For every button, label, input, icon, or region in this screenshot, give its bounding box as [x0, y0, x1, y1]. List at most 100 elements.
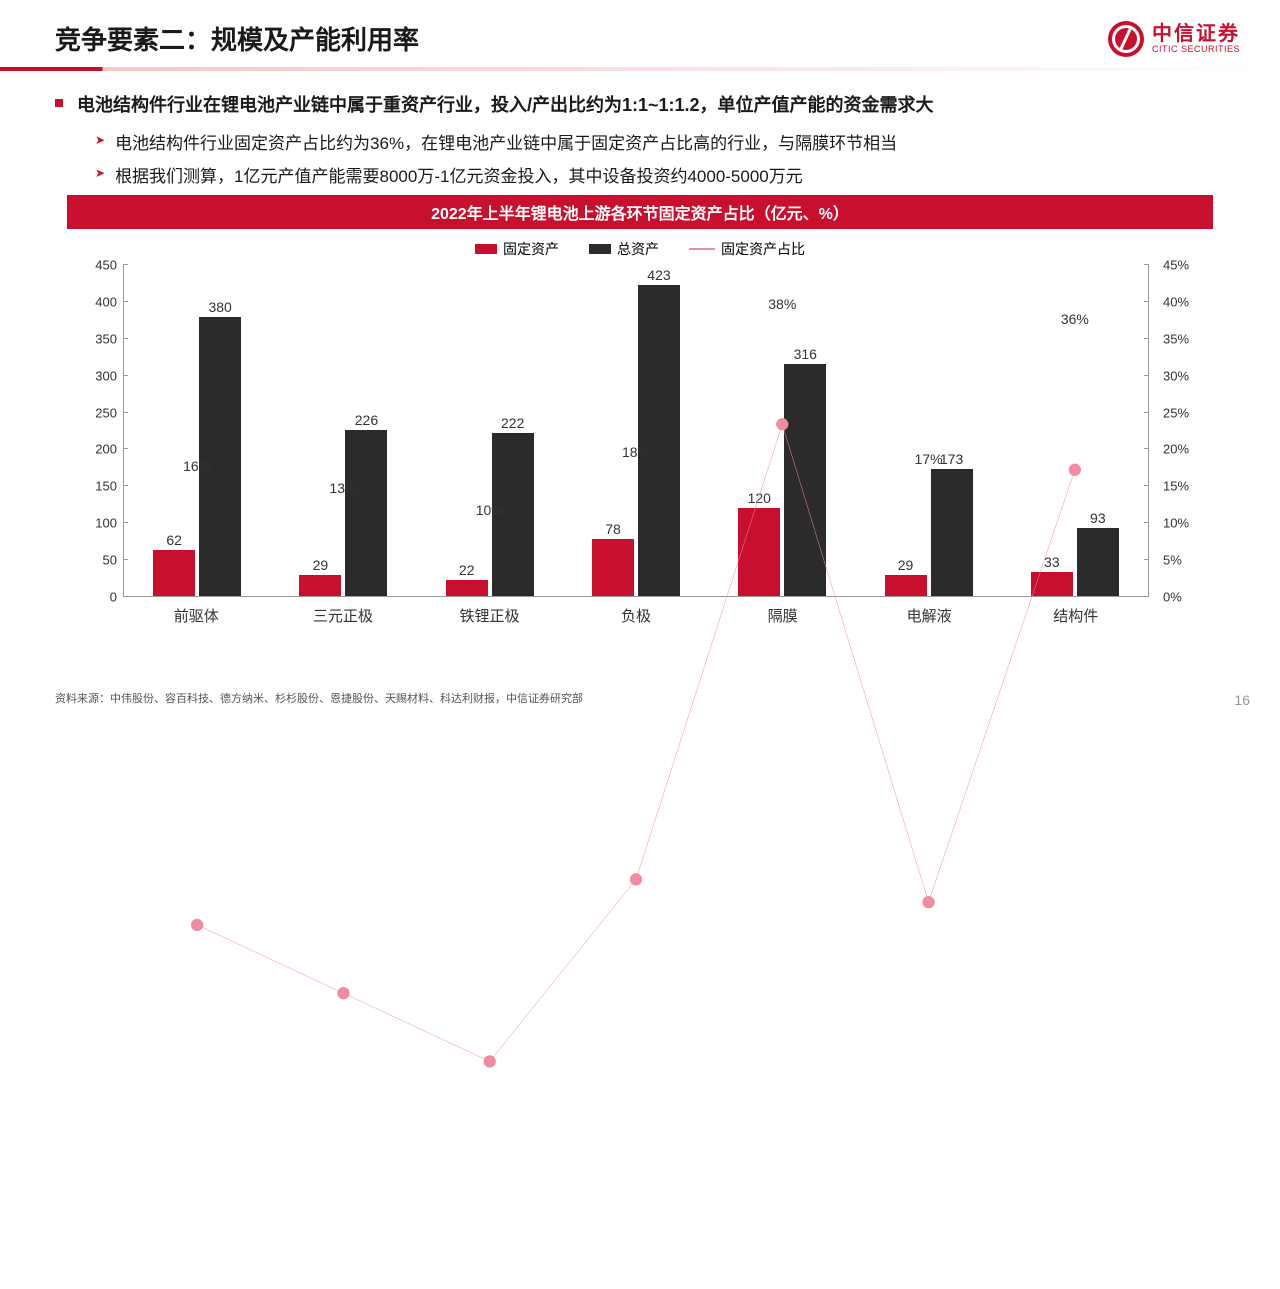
- bar-value-label: 62: [166, 532, 182, 548]
- x-axis-label: 三元正极: [270, 601, 417, 625]
- bar-total-assets: 226: [345, 430, 387, 596]
- logo-text-en: CITIC SECURITIES: [1152, 45, 1240, 55]
- bars-area: 62380292262222278423120316291733393: [124, 265, 1148, 596]
- bar-fixed-assets: 33: [1031, 572, 1073, 596]
- bullet-main-text: 电池结构件行业在锂电池产业链中属于重资产行业，投入/产出比约为1:1~1:1.2…: [77, 91, 934, 117]
- bar-value-label: 78: [605, 521, 621, 537]
- ratio-label: 18%: [622, 444, 650, 460]
- y-right-tick: 35%: [1157, 331, 1197, 346]
- page-number: 16: [1234, 692, 1250, 708]
- bullet-sub-1-text: 电池结构件行业固定资产占比约为36%，在锂电池产业链中属于固定资产占比高的行业，…: [115, 129, 897, 154]
- company-logo: 中信证券 CITIC SECURITIES: [1108, 21, 1240, 57]
- bar-value-label: 222: [501, 415, 524, 431]
- y-left-tick: 0: [83, 590, 123, 605]
- y-left-tick: 250: [83, 405, 123, 420]
- y-right-tick: 40%: [1157, 294, 1197, 309]
- category-group: 22222: [417, 265, 563, 596]
- bar-value-label: 120: [748, 490, 771, 506]
- y-left-tick: 200: [83, 442, 123, 457]
- bar-value-label: 380: [208, 299, 231, 315]
- y-left-tick: 50: [83, 553, 123, 568]
- x-axis-label: 结构件: [1002, 601, 1149, 625]
- legend-swatch-icon: [589, 244, 611, 254]
- bar-total-assets: 316: [784, 364, 826, 596]
- x-axis-labels: 前驱体三元正极铁锂正极负极隔膜电解液结构件: [123, 601, 1149, 625]
- y-axis-left: 050100150200250300350400450: [83, 265, 123, 597]
- bar-fixed-assets: 29: [299, 575, 341, 596]
- arrow-icon: ➤: [95, 166, 105, 180]
- y-left-tick: 450: [83, 258, 123, 273]
- legend-label-2: 总资产: [617, 239, 659, 259]
- bar-value-label: 93: [1090, 510, 1106, 526]
- x-axis-label: 前驱体: [123, 601, 270, 625]
- y-left-tick: 300: [83, 368, 123, 383]
- plot-area: 62380292262222278423120316291733393 16%1…: [123, 265, 1149, 597]
- y-right-tick: 15%: [1157, 479, 1197, 494]
- x-axis-label: 铁锂正极: [416, 601, 563, 625]
- legend-line-icon: [689, 248, 715, 250]
- bar-total-assets: 173: [931, 469, 973, 596]
- chart-container: 固定资产 总资产 固定资产占比 0 50 100 150 200 250 300 350 400…: [55, 229, 1225, 625]
- x-axis-label: 电解液: [856, 601, 1003, 625]
- logo-text-cn: 中信证券: [1152, 23, 1240, 45]
- category-group: 29173: [855, 265, 1001, 596]
- ratio-label: 38%: [768, 296, 796, 312]
- legend-label-3: 固定资产占比: [721, 239, 805, 259]
- bar-value-label: 29: [313, 557, 329, 573]
- bullet-sub-1: ➤ 电池结构件行业固定资产占比约为36%，在锂电池产业链中属于固定资产占比高的行…: [95, 129, 1225, 154]
- bar-value-label: 22: [459, 562, 475, 578]
- y-left-tick: 100: [83, 516, 123, 531]
- bar-total-assets: 93: [1077, 528, 1119, 596]
- ratio-label: 10%: [476, 502, 504, 518]
- y-left-tick: 350: [83, 331, 123, 346]
- logo-icon: [1108, 21, 1144, 57]
- bar-total-assets: 423: [638, 285, 680, 596]
- y-left-tick: 400: [83, 294, 123, 309]
- bar-value-label: 423: [647, 267, 670, 283]
- y-right-tick: 10%: [1157, 516, 1197, 531]
- bar-fixed-assets: 29: [885, 575, 927, 596]
- bar-value-label: 226: [355, 412, 378, 428]
- y-right-tick: 20%: [1157, 442, 1197, 457]
- y-right-tick: 30%: [1157, 368, 1197, 383]
- bullet-main: 电池结构件行业在锂电池产业链中属于重资产行业，投入/产出比约为1:1~1:1.2…: [55, 91, 1225, 117]
- y-left-tick: 150: [83, 479, 123, 494]
- y-right-tick: 5%: [1157, 553, 1197, 568]
- legend-item-1: 固定资产: [475, 239, 559, 259]
- x-axis-label: 负极: [563, 601, 710, 625]
- arrow-icon: ➤: [95, 133, 105, 147]
- bar-value-label: 173: [940, 451, 963, 467]
- y-right-tick: 45%: [1157, 258, 1197, 273]
- bar-value-label: 33: [1044, 554, 1060, 570]
- bar-fixed-assets: 120: [738, 508, 780, 596]
- combo-chart: 050100150200250300350400450 0%5%10%15%20…: [83, 265, 1197, 625]
- chart-banner: 2022年上半年锂电池上游各环节固定资产占比（亿元、%）: [67, 195, 1213, 229]
- bullet-sub-2-text: 根据我们测算，1亿元产值产能需要8000万-1亿元资金投入，其中设备投资约400…: [115, 162, 803, 187]
- bullet-square-icon: [55, 99, 63, 107]
- bar-value-label: 29: [898, 557, 914, 573]
- y-right-tick: 25%: [1157, 405, 1197, 420]
- category-group: 120316: [709, 265, 855, 596]
- slide-title: 竞争要素二：规模及产能利用率: [55, 20, 419, 57]
- legend-label-1: 固定资产: [503, 239, 559, 259]
- ratio-label: 16%: [183, 458, 211, 474]
- bar-total-assets: 380: [199, 317, 241, 597]
- chart-legend: 固定资产 总资产 固定资产占比: [75, 239, 1205, 259]
- y-axis-right: 0%5%10%15%20%25%30%35%40%45%: [1157, 265, 1197, 597]
- bullet-sub-2: ➤ 根据我们测算，1亿元产值产能需要8000万-1亿元资金投入，其中设备投资约4…: [95, 162, 1225, 187]
- bar-fixed-assets: 22: [446, 580, 488, 596]
- bar-value-label: 316: [794, 346, 817, 362]
- legend-item-3: 固定资产占比: [689, 239, 805, 259]
- source-note: 资料来源：中伟股份、容百科技、德方纳米、杉杉股份、恩捷股份、天赐材料、科达利财报…: [55, 690, 583, 706]
- ratio-label: 36%: [1061, 311, 1089, 327]
- bar-fixed-assets: 78: [592, 539, 634, 596]
- header-divider: [0, 67, 1280, 71]
- category-group: 29226: [270, 265, 416, 596]
- bar-fixed-assets: 62: [153, 550, 195, 596]
- y-right-tick: 0%: [1157, 590, 1197, 605]
- category-group: 78423: [563, 265, 709, 596]
- ratio-label: 17%: [915, 451, 943, 467]
- legend-swatch-icon: [475, 244, 497, 254]
- legend-item-2: 总资产: [589, 239, 659, 259]
- x-axis-label: 隔膜: [709, 601, 856, 625]
